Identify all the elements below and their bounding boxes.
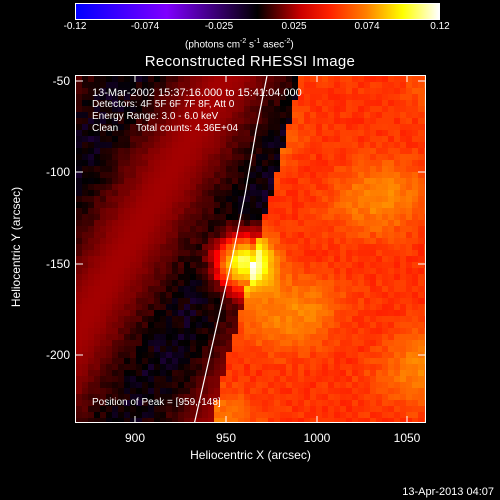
annotation-counts: Total counts: 4.36E+04 — [136, 123, 239, 134]
chart-title: Reconstructed RHESSI Image — [144, 53, 356, 70]
colorbar — [75, 3, 440, 20]
y-axis-label: Heliocentric Y (arcsec) — [9, 186, 23, 308]
annotation-method: Clean — [92, 123, 119, 134]
y-tick-label: -150 — [45, 257, 70, 271]
colorbar-tick: -0.074 — [130, 21, 160, 32]
x-axis-label: Heliocentric X (arcsec) — [190, 448, 311, 462]
y-tick-label: -100 — [45, 165, 70, 179]
x-tick-label: 900 — [124, 431, 146, 445]
x-tick-label: 1050 — [393, 431, 421, 445]
colorbar-tick: -0.12 — [63, 21, 87, 32]
heatmap — [76, 76, 425, 422]
annotation-peak: Position of Peak = [959,-148] — [92, 397, 221, 408]
heatmap-cells — [76, 76, 425, 422]
annotation-energy: Energy Range: 3.0 - 6.0 keV — [92, 111, 219, 122]
annotation-time-range: 13-Mar-2002 15:37:16.000 to 15:41:04.000 — [92, 87, 302, 99]
colorbar-tick: 0.074 — [354, 21, 380, 32]
colorbar-tick: 0.12 — [430, 21, 450, 32]
plot-area: 13-Mar-2002 15:37:16.000 to 15:41:04.000… — [75, 75, 426, 423]
footer-date: 13-Apr-2013 04:07 — [402, 486, 494, 498]
colorbar-tick: 0.025 — [281, 21, 307, 32]
colorbar-unit: (photons cm-2 s-1 asec-2) — [185, 38, 294, 51]
y-tick-label: -50 — [52, 74, 70, 88]
annotation-detectors: Detectors: 4F 5F 6F 7F 8F, Att 0 — [92, 99, 235, 110]
solar-limb-curve — [194, 76, 268, 422]
y-tick-label: -200 — [45, 348, 70, 362]
x-tick-label: 1000 — [303, 431, 331, 445]
colorbar-tick: -0.025 — [204, 21, 234, 32]
x-tick-label: 950 — [215, 431, 237, 445]
